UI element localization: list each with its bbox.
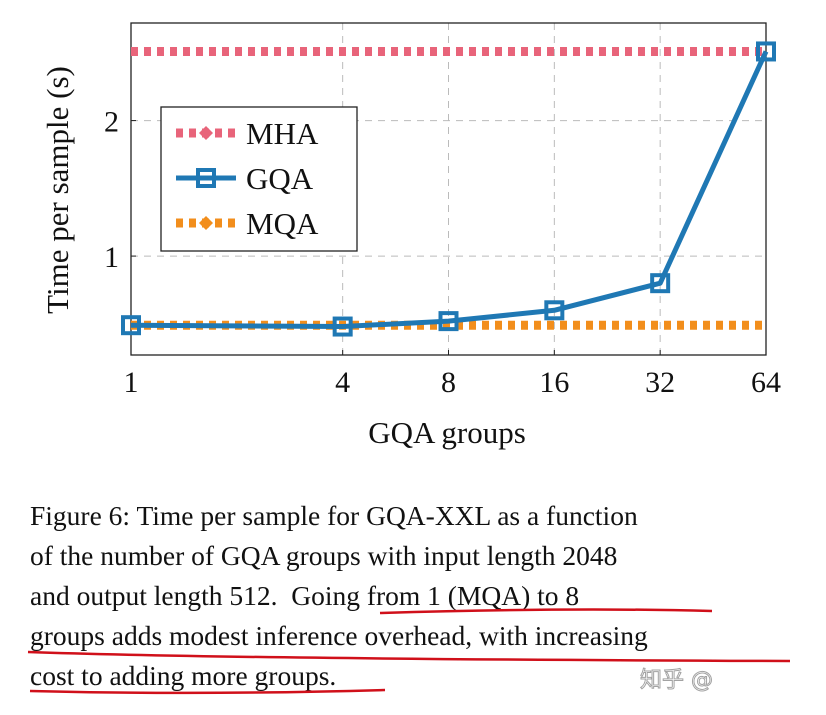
legend-label: MHA [246, 116, 319, 151]
data-point-gqa [121, 315, 141, 336]
caption-line: cost to adding more groups. [30, 660, 337, 691]
x-tick-label: 16 [539, 366, 569, 399]
figure-caption: Figure 6: Time per sample for GQA-XXL as… [30, 496, 800, 696]
caption-line: of the number of GQA groups with input l… [30, 540, 618, 571]
data-point-gqa [332, 316, 353, 337]
data-point-gqa [756, 41, 776, 62]
caption-line: Figure 6: Time per sample for GQA-XXL as… [30, 500, 638, 531]
data-point-gqa [650, 273, 671, 294]
x-tick-label: 8 [441, 366, 456, 399]
legend-label: GQA [246, 161, 314, 196]
y-tick-label: 2 [104, 106, 119, 139]
x-tick-label: 32 [645, 366, 675, 399]
legend-marker-square [196, 168, 216, 188]
x-tick-label: 1 [124, 366, 139, 399]
legend: MHA GQA MQA [160, 106, 358, 252]
series-gqa [121, 41, 776, 337]
series-line-gqa [130, 50, 769, 330]
legend-marker-diamond [199, 126, 213, 140]
legend-label: MQA [246, 206, 319, 241]
watermark: 知乎 @ [640, 668, 714, 694]
x-axis-label: GQA groups [368, 415, 526, 450]
legend-item-mqa: MQA [176, 206, 319, 241]
legend-item-mha: MHA [176, 116, 319, 151]
legend-marker-diamond [199, 216, 213, 230]
y-axis-label: Time per sample (s) [40, 66, 75, 314]
caption-line: and output length 512. Going from 1 (MQA… [30, 580, 580, 611]
legend-item-gqa: GQA [176, 161, 314, 196]
data-point-gqa [438, 311, 459, 332]
caption-line: groups adds modest inference overhead, w… [30, 620, 648, 651]
gqa-time-chart: 1 4 8 16 32 64 1 2 GQA groups Time per sample (s)… [40, 22, 781, 450]
x-tick-label: 4 [335, 366, 350, 399]
data-point-gqa [544, 300, 565, 321]
y-tick-label: 1 [104, 241, 119, 274]
x-tick-label: 64 [751, 366, 781, 399]
